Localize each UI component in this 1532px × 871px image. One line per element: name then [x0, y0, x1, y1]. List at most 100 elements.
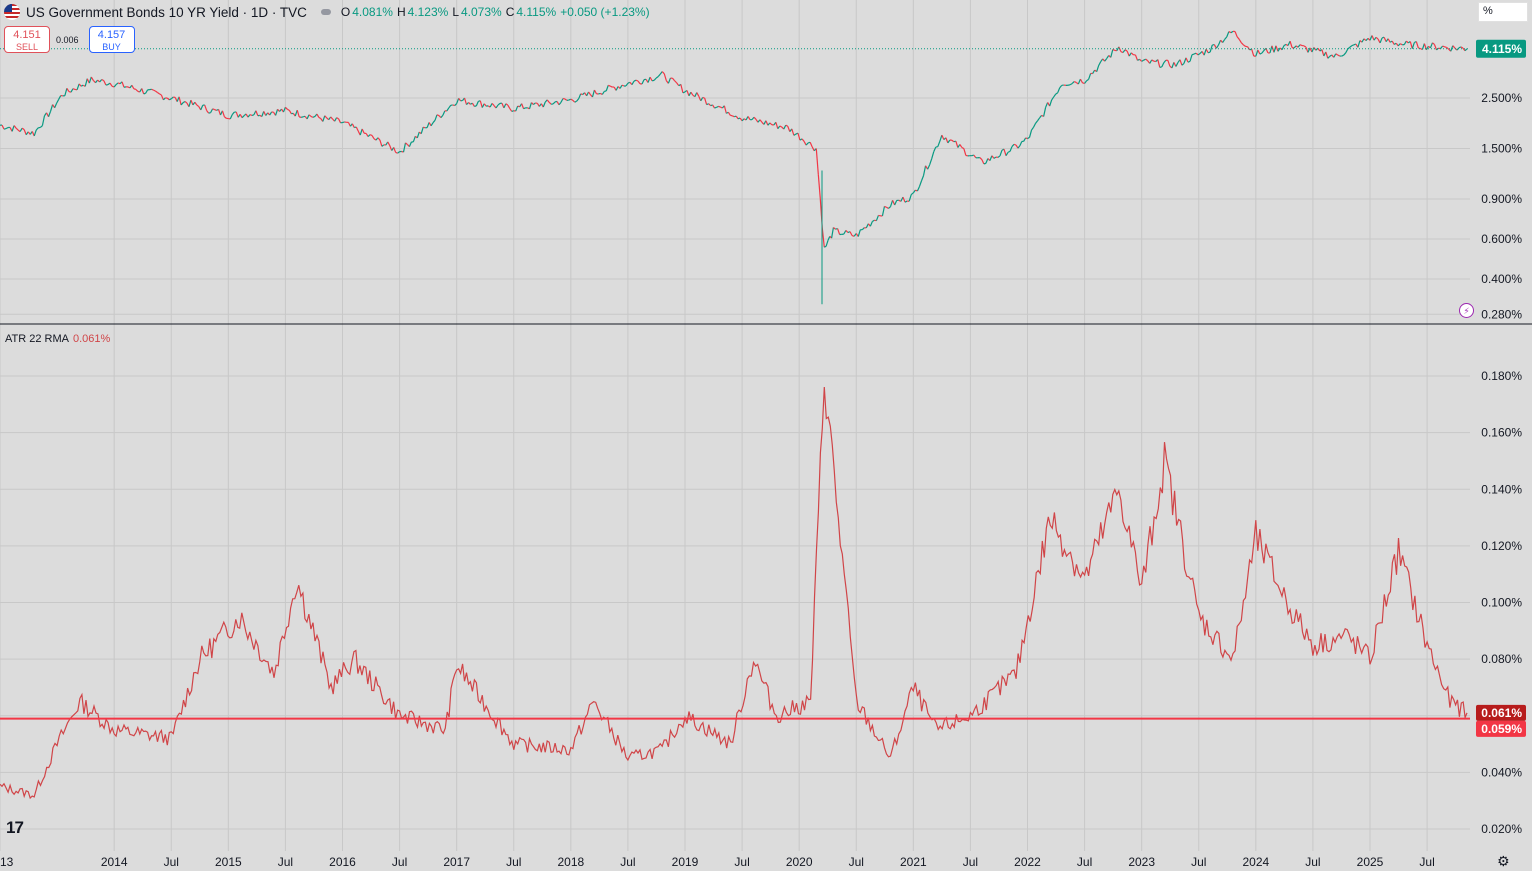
price-candle — [452, 104, 455, 107]
price-candle — [1446, 46, 1450, 50]
indicator-name[interactable]: ATR 22 RMA — [5, 333, 69, 345]
price-candle — [308, 114, 312, 117]
price-candle — [204, 104, 208, 111]
x-tick-label: Jul — [1191, 855, 1206, 869]
price-candle — [672, 77, 676, 82]
price-candle — [113, 84, 117, 88]
price-candle — [503, 103, 507, 109]
price-candle — [737, 117, 741, 120]
price-candle — [657, 73, 661, 78]
price-candle — [1345, 48, 1349, 53]
price-candle — [188, 99, 192, 107]
price-candle — [1, 124, 5, 130]
price-candle — [918, 180, 923, 187]
price-candle — [1141, 59, 1144, 62]
price-candle — [347, 122, 351, 127]
price-candle — [495, 104, 499, 109]
price-candle — [440, 114, 444, 119]
price-candle — [497, 102, 501, 106]
price-candle — [805, 142, 809, 146]
price-candle — [973, 154, 977, 159]
price-candle — [953, 140, 957, 143]
atr-value-badge — [1476, 704, 1526, 721]
price-candle — [523, 107, 526, 110]
price-candle — [1289, 40, 1293, 48]
price-candle — [843, 230, 847, 235]
price-candle — [564, 98, 568, 101]
price-candle — [929, 158, 933, 166]
price-candle — [572, 99, 576, 103]
price-candle — [468, 102, 471, 105]
price-candle — [1257, 49, 1261, 55]
price-candle — [1361, 38, 1365, 43]
price-candle — [1098, 61, 1102, 66]
price-candle — [1371, 35, 1375, 41]
price-candle — [1033, 123, 1037, 128]
price-candle — [90, 76, 94, 81]
trade-buttons: 4.151 SELL 0.006 4.157 BUY — [4, 26, 135, 53]
x-tick-label: 2019 — [672, 855, 699, 869]
price-candle — [546, 99, 550, 103]
price-candle — [688, 91, 692, 97]
price-candle — [999, 150, 1003, 157]
visibility-icon[interactable] — [320, 9, 331, 15]
price-candle — [1096, 65, 1100, 72]
price-candle — [214, 108, 217, 111]
price-candle — [817, 174, 821, 199]
price-candle — [88, 76, 92, 84]
gear-icon[interactable]: ⚙ — [1497, 853, 1510, 869]
symbol-title[interactable]: US Government Bonds 10 YR Yield · 1D · T… — [26, 4, 307, 20]
price-candle — [359, 128, 363, 136]
price-candle — [1440, 45, 1444, 49]
price-candle — [101, 78, 105, 82]
x-tick-label: 13 — [0, 855, 14, 869]
price-candle — [1415, 41, 1419, 49]
buy-button[interactable]: 4.157 BUY — [88, 26, 135, 53]
x-tick-label: Jul — [1419, 855, 1434, 869]
price-candle — [1303, 45, 1307, 48]
price-candle — [747, 116, 751, 121]
price-candle — [845, 230, 849, 233]
price-candle — [1035, 120, 1039, 124]
price-candle — [1009, 146, 1013, 152]
price-candle — [1073, 81, 1077, 84]
price-candle — [143, 92, 146, 95]
price-candle — [269, 111, 273, 116]
price-candle — [1238, 39, 1242, 44]
price-candle — [1005, 151, 1009, 157]
price-candle — [1418, 47, 1421, 50]
price-candle — [1293, 45, 1297, 49]
indicator-legend[interactable]: ATR 22 RMA 0.061% — [5, 333, 110, 345]
sell-price: 4.151 — [13, 29, 41, 41]
price-candle — [169, 98, 172, 101]
atr-pane[interactable] — [0, 386, 1470, 800]
price-candle — [586, 91, 590, 97]
price-candle — [1183, 57, 1187, 64]
price-candle — [821, 228, 825, 248]
price-candle — [902, 196, 906, 203]
price-candle — [1281, 45, 1285, 51]
price-candle — [296, 109, 300, 118]
price-candle — [704, 97, 708, 105]
price-candle — [910, 192, 914, 196]
price-candle — [458, 98, 462, 102]
unit-selector[interactable]: % — [1478, 2, 1528, 22]
price-candle — [635, 79, 639, 82]
price-pane[interactable] — [0, 30, 1470, 305]
price-candle — [1055, 92, 1059, 95]
price-candle — [1442, 45, 1445, 48]
lightning-icon[interactable]: ⚡ — [1459, 303, 1474, 318]
tradingview-logo[interactable]: 17 — [6, 818, 24, 837]
price-candle — [1031, 126, 1035, 131]
price-candle — [1213, 44, 1217, 49]
price-candle — [939, 134, 943, 142]
price-candle — [1195, 52, 1199, 56]
symbol-legend[interactable]: US Government Bonds 10 YR Yield · 1D · T… — [4, 2, 652, 22]
sell-button[interactable]: 4.151 SELL — [4, 26, 50, 53]
price-candle — [933, 146, 937, 153]
ohlc-values: O 4.081% H 4.123% L 4.073% C 4.115% +0.050 (… — [341, 5, 652, 19]
price-candle — [115, 82, 119, 86]
price-candle — [1149, 59, 1153, 64]
price-candle — [827, 236, 831, 241]
